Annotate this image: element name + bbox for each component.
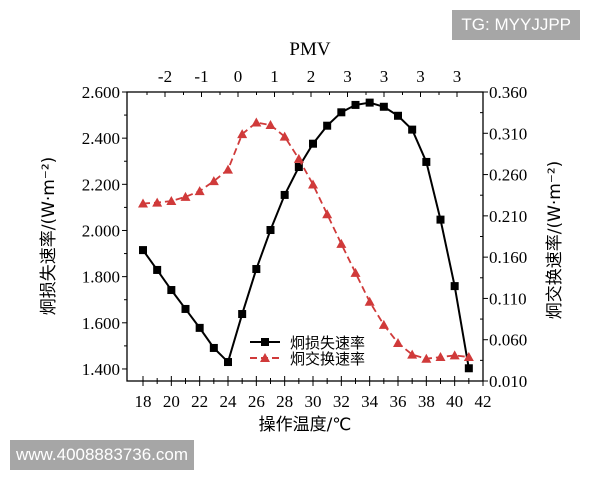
x-axis-label: 操作温度/℃: [259, 415, 352, 435]
svg-text:3: 3: [416, 67, 425, 86]
svg-text:26: 26: [248, 392, 265, 411]
left-axis-label: 炯损失速率/(W·m⁻²): [39, 157, 59, 316]
svg-text:32: 32: [333, 392, 350, 411]
svg-text:2: 2: [307, 67, 316, 86]
svg-text:0: 0: [234, 67, 243, 86]
svg-text:0.010: 0.010: [489, 372, 527, 391]
series-exergy-loss: [139, 98, 473, 373]
svg-text:42: 42: [475, 392, 492, 411]
svg-text:22: 22: [191, 392, 208, 411]
svg-text:24: 24: [220, 392, 238, 411]
top-axis-title: PMV: [289, 39, 330, 60]
svg-text:38: 38: [418, 392, 435, 411]
svg-text:-2: -2: [158, 67, 172, 86]
series-exergy-exchange: [138, 117, 474, 363]
svg-text:0.060: 0.060: [489, 331, 527, 350]
right-axis-label: 炯交换速率/(W·m⁻²): [545, 161, 565, 320]
svg-text:18: 18: [135, 392, 152, 411]
svg-text:2.200: 2.200: [82, 175, 120, 194]
svg-text:2.400: 2.400: [82, 129, 120, 148]
watermark-top: TG: MYYJJPP: [452, 10, 580, 40]
svg-text:1.400: 1.400: [82, 360, 120, 379]
svg-text:28: 28: [276, 392, 293, 411]
series: [138, 98, 474, 373]
svg-text:-1: -1: [194, 67, 208, 86]
svg-text:20: 20: [163, 392, 180, 411]
svg-text:0.360: 0.360: [489, 83, 527, 102]
svg-text:40: 40: [446, 392, 463, 411]
legend-label: 炯交换速率: [290, 350, 365, 368]
svg-text:34: 34: [361, 392, 379, 411]
svg-text:1.600: 1.600: [82, 314, 120, 333]
svg-text:0.110: 0.110: [489, 289, 527, 308]
svg-text:2.600: 2.600: [82, 83, 120, 102]
svg-text:1: 1: [270, 67, 279, 86]
svg-text:0.210: 0.210: [489, 207, 527, 226]
legend-label: 炯损失速率: [290, 334, 365, 352]
svg-text:0.160: 0.160: [489, 248, 527, 267]
axes: 18 20 22 24 26 28 30 32 34 36 38 40 42 -2 -1 0 1 2 3 3 3 3 1.4…: [82, 67, 528, 411]
svg-text:3: 3: [380, 67, 389, 86]
svg-text:36: 36: [390, 392, 407, 411]
svg-text:3: 3: [343, 67, 352, 86]
watermark-bottom: www.4008883736.com: [10, 440, 195, 470]
svg-text:2.000: 2.000: [82, 221, 120, 240]
svg-text:0.260: 0.260: [489, 166, 527, 185]
svg-text:0.310: 0.310: [489, 124, 527, 143]
svg-text:1.800: 1.800: [82, 268, 120, 287]
svg-text:3: 3: [453, 67, 462, 86]
svg-text:30: 30: [305, 392, 322, 411]
